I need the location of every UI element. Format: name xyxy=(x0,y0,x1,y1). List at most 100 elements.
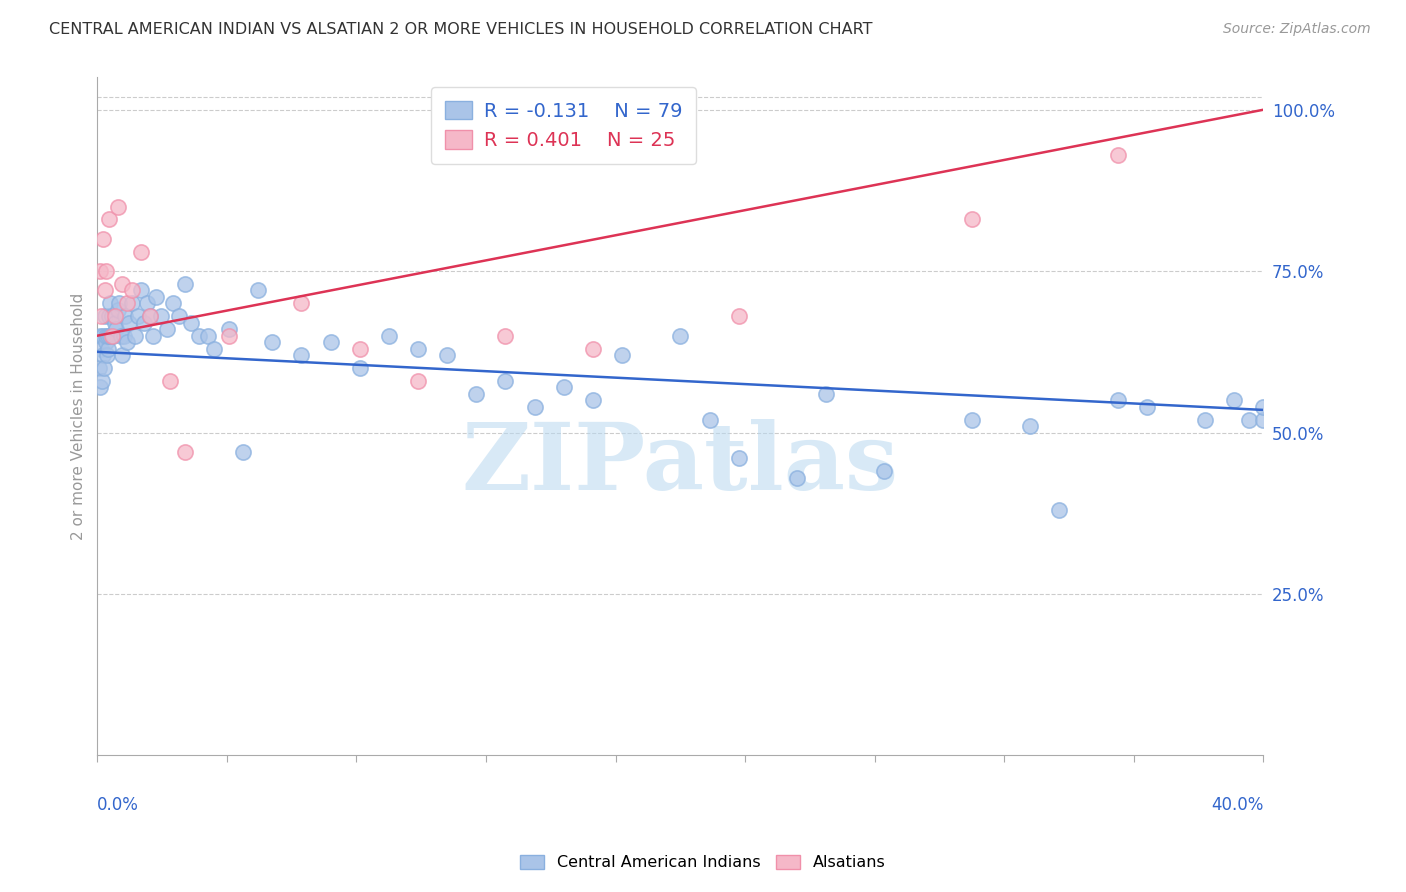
Point xyxy=(699,412,721,426)
Point xyxy=(349,342,371,356)
Point xyxy=(115,296,138,310)
Point xyxy=(218,328,240,343)
Point xyxy=(114,310,136,324)
Point xyxy=(173,277,195,291)
Point xyxy=(101,328,124,343)
Point xyxy=(93,361,115,376)
Point xyxy=(132,316,155,330)
Point xyxy=(124,328,146,343)
Point xyxy=(349,361,371,376)
Point xyxy=(1136,400,1159,414)
Text: ZIPatlas: ZIPatlas xyxy=(461,419,898,508)
Point xyxy=(960,412,983,426)
Point xyxy=(290,296,312,310)
Point xyxy=(96,342,118,356)
Point xyxy=(90,374,112,388)
Point xyxy=(89,328,111,343)
Point xyxy=(98,310,121,324)
Point xyxy=(873,464,896,478)
Point xyxy=(180,316,202,330)
Legend: Central American Indians, Alsatians: Central American Indians, Alsatians xyxy=(513,848,893,877)
Point xyxy=(727,310,749,324)
Text: 0.0%: 0.0% xyxy=(97,796,139,814)
Point xyxy=(1253,400,1275,414)
Point xyxy=(159,374,181,388)
Point xyxy=(94,328,117,343)
Point xyxy=(582,342,605,356)
Point xyxy=(727,451,749,466)
Point xyxy=(111,348,134,362)
Point xyxy=(167,310,190,324)
Point xyxy=(960,212,983,227)
Point xyxy=(495,374,517,388)
Point xyxy=(197,328,219,343)
Point xyxy=(436,348,458,362)
Point xyxy=(100,328,122,343)
Point xyxy=(139,310,162,324)
Point xyxy=(129,284,152,298)
Legend: R = -0.131    N = 79, R = 0.401    N = 25: R = -0.131 N = 79, R = 0.401 N = 25 xyxy=(432,87,696,164)
Point xyxy=(406,342,429,356)
Point xyxy=(1237,412,1260,426)
Point xyxy=(97,328,120,343)
Point xyxy=(150,310,173,324)
Point xyxy=(669,328,692,343)
Point xyxy=(91,232,114,246)
Point xyxy=(202,342,225,356)
Point xyxy=(115,335,138,350)
Point xyxy=(121,284,143,298)
Point xyxy=(108,296,131,310)
Point xyxy=(103,328,125,343)
Y-axis label: 2 or more Vehicles in Household: 2 or more Vehicles in Household xyxy=(72,293,86,540)
Point xyxy=(101,310,124,324)
Point xyxy=(107,200,129,214)
Point xyxy=(378,328,401,343)
Point xyxy=(523,400,546,414)
Point xyxy=(127,310,149,324)
Point xyxy=(1223,393,1246,408)
Point xyxy=(218,322,240,336)
Point xyxy=(93,310,115,324)
Text: CENTRAL AMERICAN INDIAN VS ALSATIAN 2 OR MORE VEHICLES IN HOUSEHOLD CORRELATION : CENTRAL AMERICAN INDIAN VS ALSATIAN 2 OR… xyxy=(49,22,873,37)
Point xyxy=(112,328,135,343)
Point xyxy=(89,264,111,278)
Point xyxy=(173,445,195,459)
Point xyxy=(139,310,162,324)
Point xyxy=(156,322,179,336)
Point xyxy=(582,393,605,408)
Point xyxy=(815,386,838,401)
Point xyxy=(98,296,121,310)
Point xyxy=(786,471,808,485)
Point xyxy=(90,310,112,324)
Point xyxy=(111,277,134,291)
Point xyxy=(94,335,117,350)
Point xyxy=(96,348,118,362)
Point xyxy=(110,328,132,343)
Point xyxy=(232,445,254,459)
Point xyxy=(98,212,121,227)
Point xyxy=(104,316,127,330)
Point xyxy=(465,386,488,401)
Point xyxy=(142,328,165,343)
Point xyxy=(610,348,633,362)
Point xyxy=(107,302,129,317)
Point xyxy=(121,296,143,310)
Point xyxy=(105,322,128,336)
Point xyxy=(262,335,284,350)
Text: Source: ZipAtlas.com: Source: ZipAtlas.com xyxy=(1223,22,1371,37)
Point xyxy=(91,328,114,343)
Text: 40.0%: 40.0% xyxy=(1211,796,1264,814)
Point xyxy=(162,296,184,310)
Point xyxy=(553,380,575,394)
Point xyxy=(1107,148,1129,162)
Point xyxy=(129,244,152,259)
Point xyxy=(1194,412,1216,426)
Point xyxy=(246,284,269,298)
Point xyxy=(104,310,127,324)
Point xyxy=(1253,412,1275,426)
Point xyxy=(93,284,115,298)
Point xyxy=(118,316,141,330)
Point xyxy=(1047,503,1070,517)
Point xyxy=(94,264,117,278)
Point xyxy=(319,335,342,350)
